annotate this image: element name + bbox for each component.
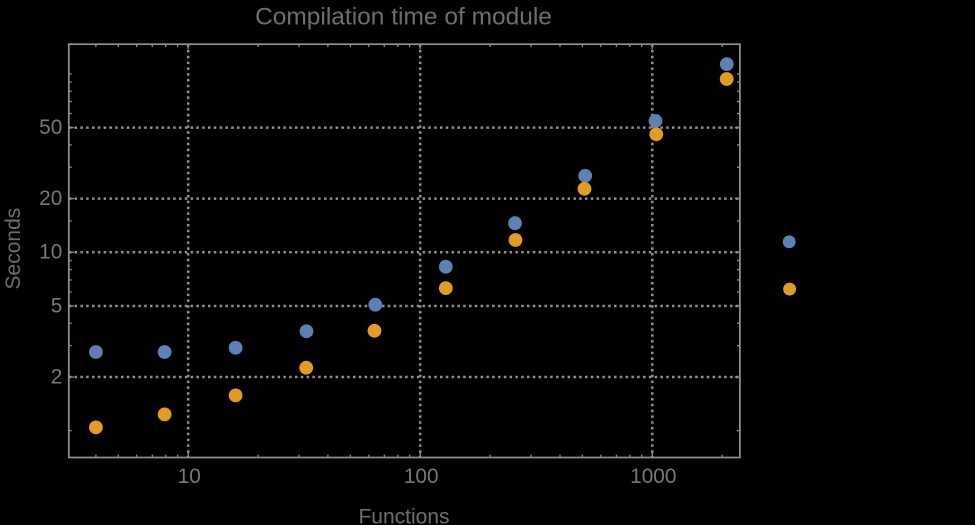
svg-text:100: 100 [404,465,439,488]
svg-text:20: 20 [39,187,62,210]
svg-text:50: 50 [39,116,62,139]
svg-text:5: 5 [51,294,63,317]
svg-text:Seconds: Seconds [2,208,25,290]
svg-text:1000: 1000 [630,465,676,488]
svg-text:Compilation time of module: Compilation time of module [255,3,552,30]
svg-text:2: 2 [51,365,63,388]
svg-text:Functions: Functions [358,506,449,525]
svg-text:10: 10 [39,241,62,264]
svg-text:10: 10 [178,465,201,488]
